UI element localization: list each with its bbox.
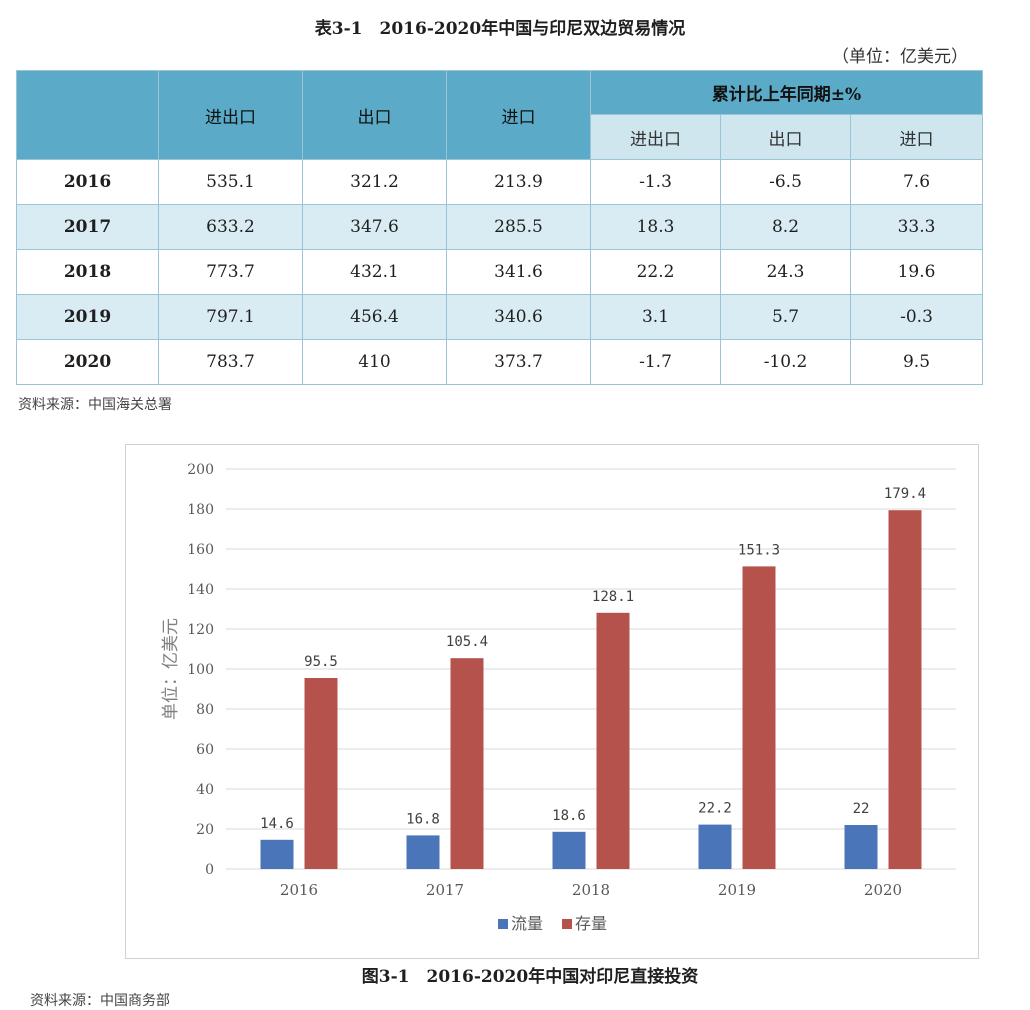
header-blank-cell — [16, 70, 159, 160]
cell-export: 410 — [302, 339, 447, 385]
bar-stock — [888, 510, 922, 869]
y-tick-label: 0 — [205, 862, 214, 878]
cell-total: 633.2 — [158, 204, 303, 250]
x-tick-label: 2016 — [280, 881, 318, 899]
data-label: 22.2 — [698, 801, 732, 817]
table-header-row: 进出口 出口 进口 累计比上年同期±% — [16, 70, 984, 160]
trade-table: 进出口 出口 进口 累计比上年同期±% 进出口 出口 进口 2016 535.1… — [16, 70, 984, 385]
header-import: 进口 — [446, 70, 591, 160]
table-row: 2018 773.7 432.1 341.6 22.2 24.3 19.6 — [16, 249, 984, 295]
subheader-import: 进口 — [849, 114, 984, 160]
y-tick-label: 140 — [187, 582, 214, 598]
data-label: 18.6 — [552, 808, 586, 824]
header-export: 出口 — [302, 70, 447, 160]
bar-stock — [596, 612, 630, 869]
cell-total: 783.7 — [158, 339, 303, 385]
cell-year: 2019 — [16, 294, 159, 340]
x-tick-label: 2017 — [426, 881, 464, 899]
investment-bar-chart: 0 20 40 60 80 100 120 140 160 180 200 单位：亿美元 14.6 16.… — [161, 462, 956, 933]
data-label: 105.4 — [446, 634, 488, 650]
y-tick-label: 40 — [196, 782, 214, 798]
table-row: 2016 535.1 321.2 213.9 -1.3 -6.5 7.6 — [16, 159, 984, 205]
x-tick-label: 2019 — [718, 881, 756, 899]
header-growth-group: 累计比上年同期±% — [589, 70, 984, 115]
cell-export: 321.2 — [302, 159, 447, 205]
cell-total: 535.1 — [158, 159, 303, 205]
cell-growth-export: -6.5 — [720, 159, 851, 205]
cell-year: 2016 — [16, 159, 159, 205]
y-tick-label: 100 — [187, 662, 214, 678]
subheader-export: 出口 — [720, 114, 851, 160]
y-tick-label: 120 — [187, 622, 214, 638]
data-label: 14.6 — [260, 816, 294, 832]
table-title: 表3-1 2016-2020年中国与印尼双边贸易情况 — [314, 19, 686, 39]
x-tick-label: 2018 — [572, 881, 610, 899]
table-source: 资料来源：中国海关总署 — [18, 397, 172, 413]
investment-chart: 0 20 40 60 80 100 120 140 160 180 200 单位：亿美元 14.6 16.… — [125, 444, 979, 959]
y-tick-label: 200 — [187, 462, 214, 478]
bar-flow — [406, 835, 440, 869]
legend-swatch — [498, 919, 508, 929]
y-axis-label: 单位：亿美元 — [161, 618, 181, 720]
cell-growth-total: 22.2 — [590, 249, 721, 295]
y-tick-label: 20 — [196, 822, 214, 838]
bar-stock — [742, 566, 776, 869]
data-label: 151.3 — [738, 542, 780, 558]
cell-year: 2020 — [16, 339, 159, 385]
y-tick-label: 60 — [196, 742, 214, 758]
table-row: 2017 633.2 347.6 285.5 18.3 8.2 33.3 — [16, 204, 984, 250]
bar-flow — [260, 839, 294, 869]
data-label: 179.4 — [884, 486, 926, 502]
data-label: 128.1 — [592, 589, 634, 605]
cell-growth-import: 9.5 — [849, 339, 984, 385]
cell-growth-export: 8.2 — [720, 204, 851, 250]
cell-growth-total: 18.3 — [590, 204, 721, 250]
legend-label: 存量 — [575, 914, 607, 933]
cell-growth-total: 3.1 — [590, 294, 721, 340]
cell-growth-export: 24.3 — [720, 249, 851, 295]
legend-label: 流量 — [511, 914, 543, 933]
cell-growth-import: 7.6 — [849, 159, 984, 205]
cell-growth-import: -0.3 — [849, 294, 984, 340]
cell-growth-total: -1.7 — [590, 339, 721, 385]
y-tick-label: 80 — [196, 702, 214, 718]
bar-flow — [698, 824, 732, 869]
cell-growth-export: -10.2 — [720, 339, 851, 385]
cell-import: 340.6 — [446, 294, 591, 340]
data-label: 95.5 — [304, 654, 338, 670]
y-tick-label: 160 — [187, 542, 214, 558]
bar-stock — [450, 658, 484, 869]
cell-export: 432.1 — [302, 249, 447, 295]
table-unit-note: （单位：亿美元） — [832, 47, 968, 67]
data-label: 22 — [853, 801, 870, 817]
cell-total: 797.1 — [158, 294, 303, 340]
cell-year: 2017 — [16, 204, 159, 250]
bar-flow — [844, 825, 878, 869]
cell-growth-export: 5.7 — [720, 294, 851, 340]
chart-title: 图3-1 2016-2020年中国对印尼直接投资 — [361, 967, 699, 987]
bar-flow — [552, 831, 586, 869]
y-tick-label: 180 — [187, 502, 214, 518]
table-row: 2020 783.7 410 373.7 -1.7 -10.2 9.5 — [16, 339, 984, 385]
chart-source: 资料来源：中国商务部 — [30, 993, 170, 1009]
bar-stock — [304, 678, 338, 869]
cell-import: 213.9 — [446, 159, 591, 205]
cell-export: 456.4 — [302, 294, 447, 340]
cell-growth-import: 19.6 — [849, 249, 984, 295]
subheader-total: 进出口 — [590, 114, 721, 160]
data-label: 16.8 — [406, 811, 440, 827]
cell-growth-import: 33.3 — [849, 204, 984, 250]
table-row: 2019 797.1 456.4 340.6 3.1 5.7 -0.3 — [16, 294, 984, 340]
cell-import: 373.7 — [446, 339, 591, 385]
x-tick-label: 2020 — [864, 881, 902, 899]
header-total: 进出口 — [158, 70, 303, 160]
cell-year: 2018 — [16, 249, 159, 295]
cell-import: 285.5 — [446, 204, 591, 250]
cell-growth-total: -1.3 — [590, 159, 721, 205]
cell-import: 341.6 — [446, 249, 591, 295]
cell-total: 773.7 — [158, 249, 303, 295]
legend-swatch — [562, 919, 572, 929]
cell-export: 347.6 — [302, 204, 447, 250]
